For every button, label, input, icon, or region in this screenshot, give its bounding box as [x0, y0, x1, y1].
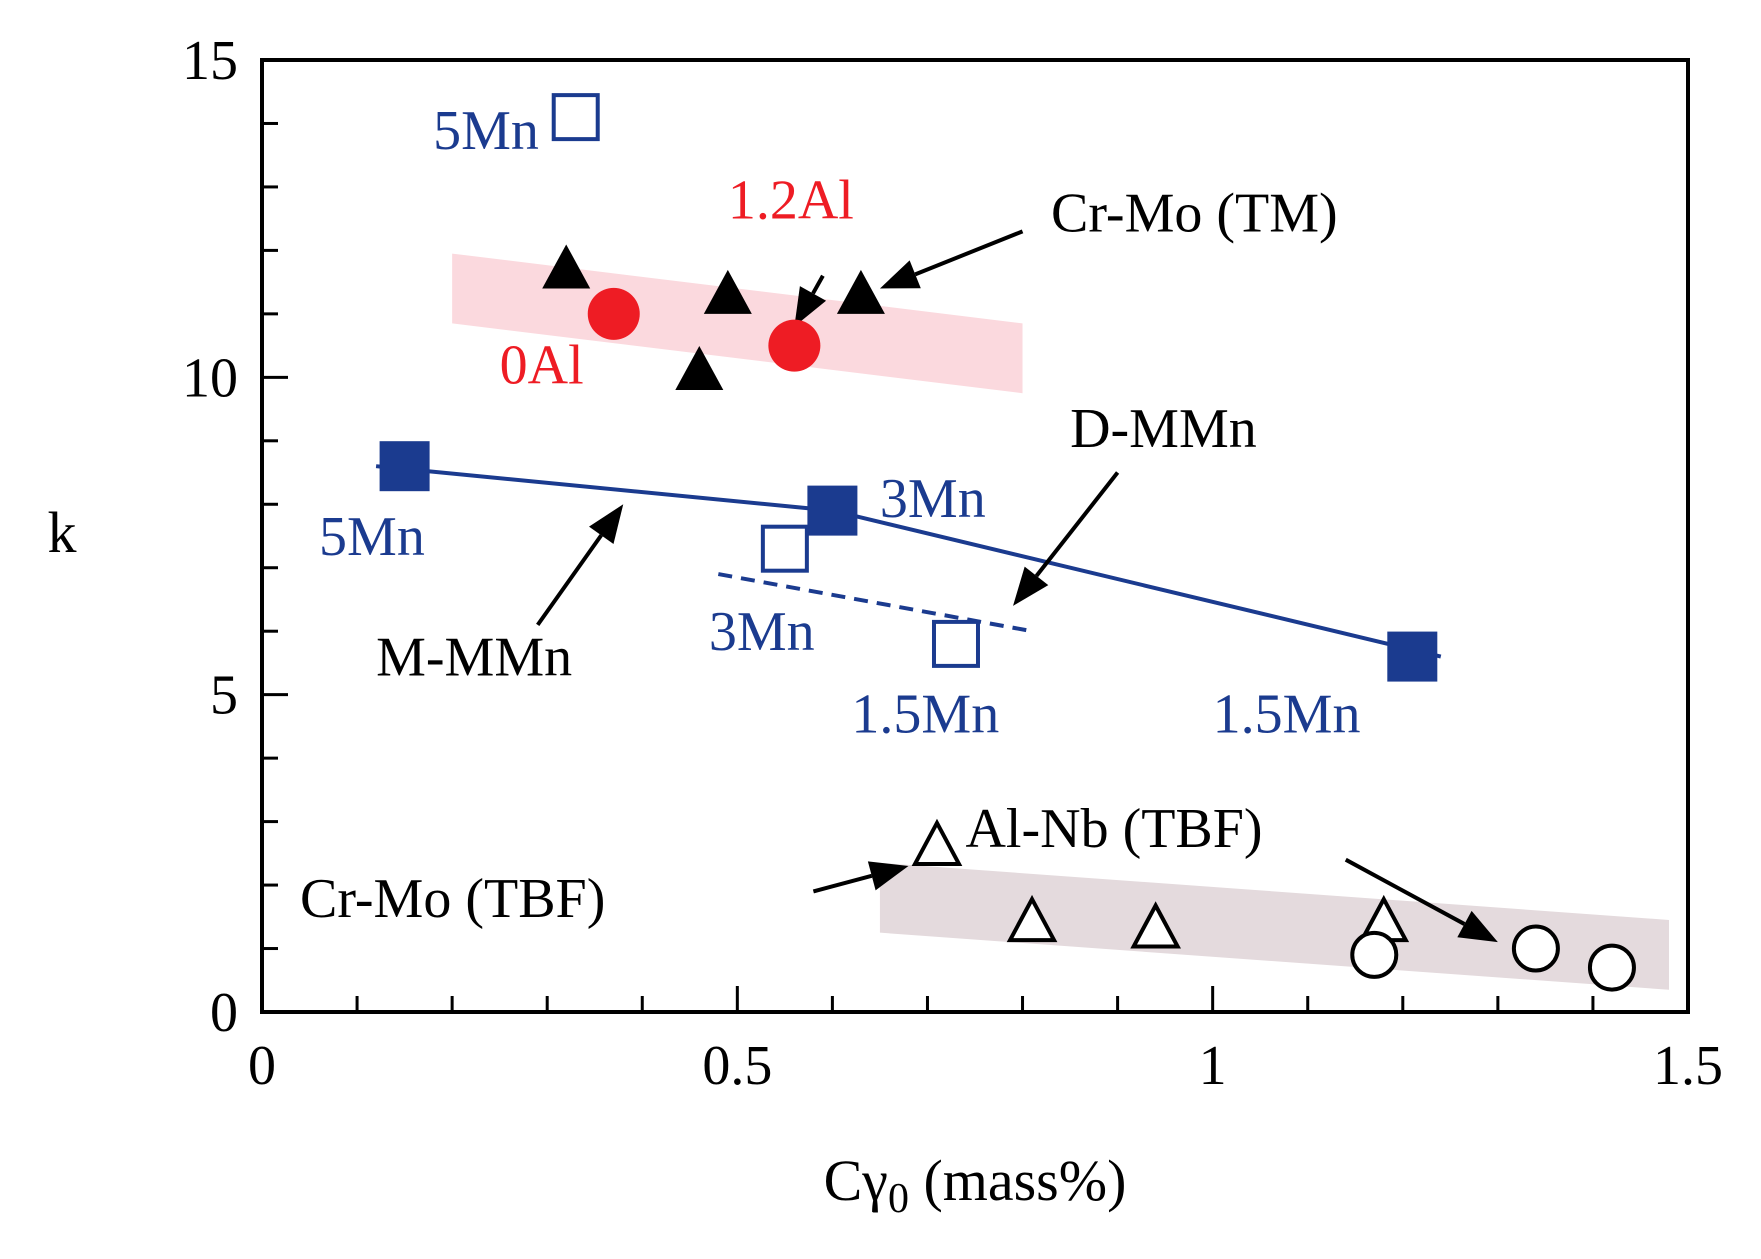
label-cr-mo-tbf: Cr-Mo (TBF)	[300, 868, 605, 930]
label-m-mmn: M-MMn	[376, 627, 572, 689]
data-point	[836, 269, 885, 314]
data-point	[931, 619, 980, 668]
x-axis-label-rest: (mass%)	[909, 1148, 1126, 1213]
data-point	[1511, 924, 1560, 973]
arrow-cr-mo-tm	[879, 229, 1024, 289]
label-0Al: 0Al	[500, 335, 584, 397]
plot-frame	[260, 58, 1690, 1014]
label-3Mn-open: 3Mn	[709, 601, 815, 663]
x-axis-label: Cγ0 (mass%)	[824, 1148, 1127, 1222]
arrow-head	[867, 861, 909, 891]
pink-band	[452, 253, 1023, 394]
arrow-shaft	[1344, 857, 1466, 926]
arrow-head	[1457, 910, 1498, 943]
arrows-layer	[536, 229, 1498, 943]
y-tick-label: 5	[210, 665, 238, 727]
y-tick-label: 0	[210, 982, 238, 1044]
data-point	[703, 269, 752, 314]
data-point	[675, 345, 724, 390]
series-Cr-Mo (TM)	[542, 244, 885, 390]
arrow-m-mmn	[536, 504, 624, 627]
label-al-nb-tbf: Al-Nb (TBF)	[965, 798, 1262, 860]
arrow-shaft	[914, 229, 1024, 277]
data-point	[1130, 901, 1181, 949]
data-point	[1350, 930, 1399, 979]
series-M-MMn	[379, 441, 1438, 682]
arrow-head	[589, 504, 624, 544]
label-1.2Al: 1.2Al	[728, 170, 854, 232]
y-tick-label: 15	[182, 30, 238, 92]
annotations-layer: 5Mn 1.2Al 0Al Cr-Mo (TM) D-MMn 3Mn 5Mn 3Mn M-MMn…	[300, 100, 1360, 930]
x-tick-label: 1.5	[1653, 1035, 1723, 1097]
data-point	[1587, 943, 1636, 992]
arrow-cr-mo-tbf	[812, 861, 909, 894]
arrow-shaft	[536, 534, 603, 627]
data-point	[551, 93, 600, 142]
arrow-1.2Al	[794, 274, 827, 327]
data-point	[807, 485, 858, 536]
label-d-mmn: D-MMn	[1070, 398, 1257, 460]
x-tick-label: 0.5	[702, 1035, 772, 1097]
series-Al-Nb (TBF)	[1350, 924, 1636, 992]
arrow-al-nb-tbf	[1344, 857, 1498, 943]
arrow-shaft	[812, 873, 873, 894]
arrow-shaft	[1034, 471, 1120, 578]
x-tick-label: 0	[248, 1035, 276, 1097]
y-tick-label: 10	[182, 347, 238, 409]
bands-layer	[452, 253, 1669, 990]
arrow-head	[794, 286, 827, 327]
data-point	[760, 524, 809, 573]
label-3Mn-filled: 3Mn	[880, 468, 986, 530]
series-Cr-Mo (TBF)	[911, 818, 1410, 949]
points-layer	[379, 93, 1636, 992]
x-axis-label-subscript: 0	[888, 1176, 909, 1222]
data-point	[911, 818, 963, 866]
x-tick-label: 1	[1199, 1035, 1227, 1097]
data-point	[1387, 631, 1438, 682]
data-point	[379, 441, 430, 492]
gray-band	[879, 862, 1669, 990]
series-D-MMn	[760, 524, 980, 668]
ticks-layer: 0 0.5 1 1.5 0 5 10 15	[182, 30, 1723, 1097]
label-1.5Mn-open: 1.5Mn	[851, 684, 999, 746]
data-point	[1006, 894, 1058, 943]
series-5Mn (D-MMn)	[551, 93, 600, 142]
data-point	[768, 319, 821, 372]
label-5Mn-open: 5Mn	[433, 100, 539, 162]
label-1.5Mn-filled: 1.5Mn	[1213, 684, 1361, 746]
y-axis-label: k	[48, 500, 77, 565]
data-point	[542, 244, 591, 289]
arrow-d-mmn	[1013, 471, 1120, 606]
label-5Mn-filled: 5Mn	[319, 506, 425, 568]
label-cr-mo-tm: Cr-Mo (TM)	[1051, 182, 1338, 244]
data-point	[587, 287, 640, 340]
arrow-head	[879, 260, 921, 289]
series-0Al / 1.2Al	[587, 287, 821, 372]
x-axis-label-main: Cγ	[824, 1148, 888, 1213]
arrow-shaft	[811, 274, 825, 295]
arrow-head	[1013, 566, 1049, 606]
